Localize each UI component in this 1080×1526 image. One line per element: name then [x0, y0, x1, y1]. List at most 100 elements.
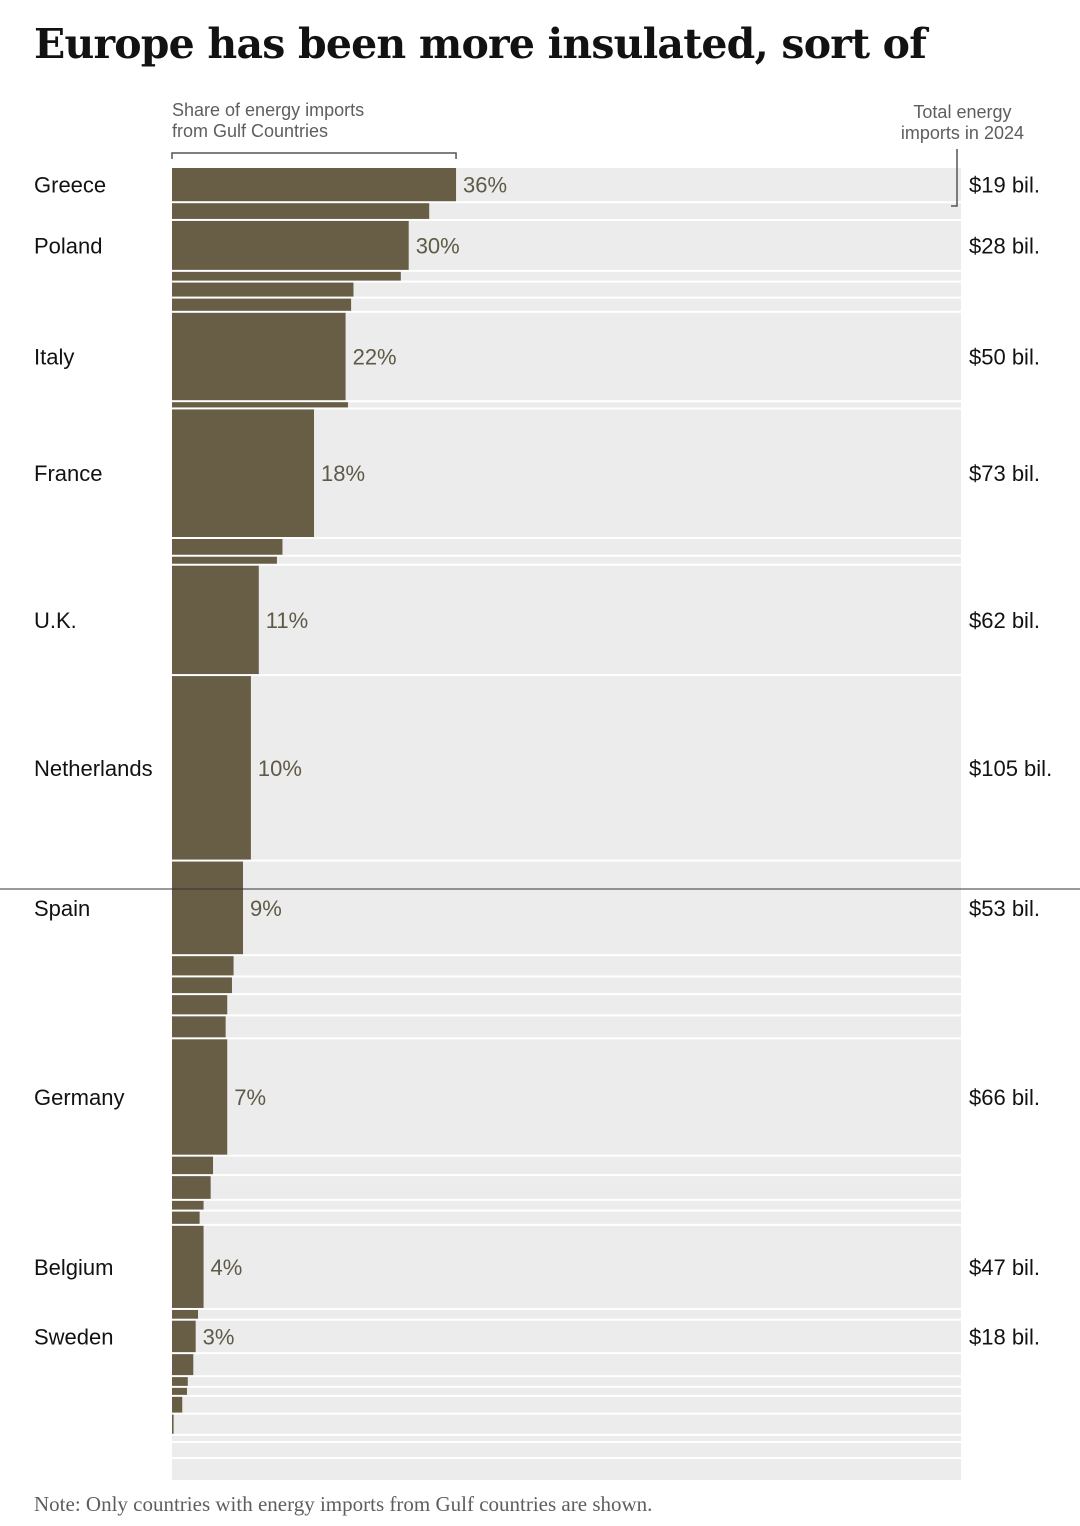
total-label-u-k: $62 bil.: [969, 608, 1040, 633]
bar-italy: [172, 312, 346, 401]
bar-unlabeled-15: [172, 977, 232, 994]
share-label-france: 18%: [321, 461, 365, 486]
country-label-u-k: U.K.: [34, 608, 77, 633]
bar-unlabeled-10: [172, 556, 277, 564]
share-label-belgium: 4%: [211, 1255, 243, 1280]
chart-plot: Greece 36% $19 bil. Poland 30% $28 bil. Italy 2…: [0, 149, 1080, 1480]
bar-track-unlabeled-20: [172, 1176, 961, 1199]
country-label-france: France: [34, 461, 102, 486]
country-label-poland: Poland: [34, 233, 103, 258]
share-header-bracket: [171, 152, 457, 159]
bar-spain: [172, 861, 244, 955]
bar-unlabeled-5: [172, 298, 352, 311]
bar-track-unlabeled-5: [172, 298, 961, 311]
bar-track-unlabeled-26: [172, 1354, 961, 1376]
share-label-spain: 9%: [250, 896, 282, 921]
share-header-line1: Share of energy imports: [172, 100, 365, 120]
share-label-italy: 22%: [353, 345, 397, 370]
total-label-sweden: $18 bil.: [969, 1324, 1040, 1349]
bar-track-unlabeled-27: [172, 1377, 961, 1386]
bar-unlabeled-9: [172, 539, 283, 555]
bar-unlabeled-3: [172, 271, 401, 281]
chart-note: Note: Only countries with energy imports…: [34, 1492, 653, 1516]
bar-unlabeled-26: [172, 1354, 194, 1376]
total-label-germany: $66 bil.: [969, 1085, 1040, 1110]
country-label-italy: Italy: [34, 345, 74, 370]
bar-track-unlabeled-10: [172, 556, 961, 564]
bar-unlabeled-21: [172, 1200, 204, 1210]
share-label-germany: 7%: [234, 1085, 266, 1110]
bar-track-unlabeled-28: [172, 1387, 961, 1395]
bar-greece: [172, 168, 457, 202]
total-label-belgium: $47 bil.: [969, 1255, 1040, 1280]
bar-unlabeled-29: [172, 1396, 183, 1413]
bar-track-unlabeled-15: [172, 977, 961, 994]
bar-track-netherlands: [172, 676, 961, 860]
total-label-spain: $53 bil.: [969, 896, 1040, 921]
bar-track-unlabeled-24: [172, 1309, 961, 1319]
bar-track-unlabeled-32: [172, 1443, 961, 1458]
bar-belgium: [172, 1225, 204, 1308]
share-label-poland: 30%: [416, 233, 460, 258]
bar-track-unlabeled-33: [172, 1459, 961, 1480]
chart-title: Europe has been more insulated, sort of: [34, 20, 927, 68]
total-label-france: $73 bil.: [969, 461, 1040, 486]
bar-track-u-k: [172, 565, 961, 675]
bar-track-unlabeled-30: [172, 1414, 961, 1434]
share-label-netherlands: 10%: [258, 756, 302, 781]
country-label-greece: Greece: [34, 173, 106, 198]
bar-unlabeled-22: [172, 1211, 200, 1224]
bar-unlabeled-1: [172, 203, 430, 219]
bar-track-unlabeled-21: [172, 1200, 961, 1210]
bar-u-k: [172, 565, 259, 675]
bar-netherlands: [172, 676, 251, 860]
total-header: Total energy imports in 2024: [901, 102, 1024, 144]
total-label-italy: $50 bil.: [969, 345, 1040, 370]
bar-unlabeled-14: [172, 956, 234, 976]
bar-unlabeled-30: [172, 1414, 174, 1434]
bar-track-unlabeled-3: [172, 271, 961, 281]
bar-track-unlabeled-29: [172, 1396, 961, 1413]
bar-unlabeled-7: [172, 402, 348, 408]
bar-germany: [172, 1039, 228, 1155]
country-label-sweden: Sweden: [34, 1324, 114, 1349]
bar-unlabeled-24: [172, 1309, 199, 1319]
share-label-u-k: 11%: [266, 608, 308, 633]
bar-track-unlabeled-16: [172, 995, 961, 1015]
bar-unlabeled-28: [172, 1387, 187, 1395]
country-label-spain: Spain: [34, 896, 90, 921]
total-header-bracket: [951, 149, 958, 207]
bar-track-unlabeled-7: [172, 402, 961, 408]
total-label-greece: $19 bil.: [969, 173, 1040, 198]
bar-unlabeled-17: [172, 1016, 226, 1038]
share-header: Share of energy imports from Gulf Countr…: [172, 100, 364, 142]
bar-france: [172, 409, 315, 538]
bar-poland: [172, 220, 409, 270]
country-label-germany: Germany: [34, 1085, 124, 1110]
bar-track-unlabeled-9: [172, 539, 961, 555]
total-label-poland: $28 bil.: [969, 233, 1040, 258]
share-label-greece: 36%: [463, 173, 507, 198]
total-header-line1: Total energy: [913, 102, 1012, 122]
bar-track-belgium: [172, 1225, 961, 1308]
bar-track-unlabeled-14: [172, 956, 961, 976]
country-label-belgium: Belgium: [34, 1255, 113, 1280]
bar-unlabeled-4: [172, 282, 354, 297]
bar-track-unlabeled-17: [172, 1016, 961, 1038]
share-label-sweden: 3%: [203, 1324, 235, 1349]
share-header-line2: from Gulf Countries: [172, 121, 329, 141]
bar-track-germany: [172, 1039, 961, 1155]
total-header-line2: imports in 2024: [900, 123, 1024, 143]
total-label-netherlands: $105 bil.: [969, 756, 1052, 781]
bar-unlabeled-20: [172, 1176, 211, 1199]
bar-track-unlabeled-4: [172, 282, 961, 297]
bar-unlabeled-19: [172, 1156, 214, 1175]
bar-track-unlabeled-31: [172, 1435, 961, 1442]
bar-unlabeled-27: [172, 1377, 188, 1386]
bar-sweden: [172, 1320, 196, 1353]
bar-track-spain: [172, 861, 961, 955]
bar-track-unlabeled-19: [172, 1156, 961, 1175]
bar-unlabeled-16: [172, 995, 228, 1015]
bar-track-unlabeled-22: [172, 1211, 961, 1224]
bar-track-sweden: [172, 1320, 961, 1353]
